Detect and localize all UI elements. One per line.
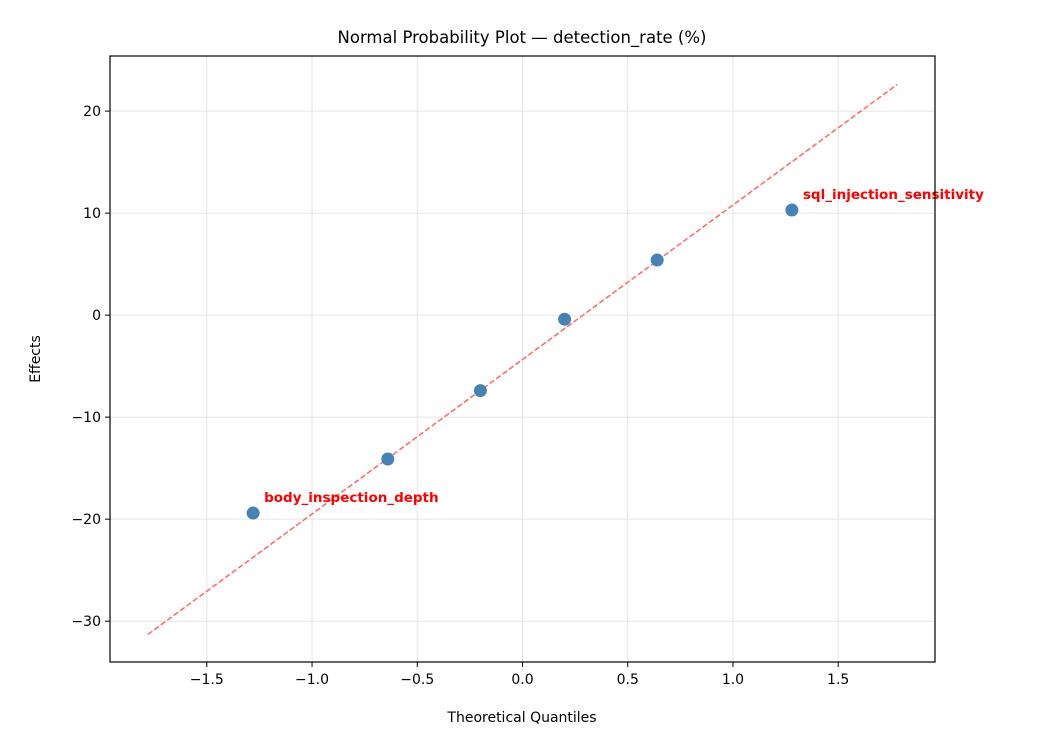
y-tick-label: 10 xyxy=(83,206,101,222)
x-tick-label: 1.5 xyxy=(827,672,849,688)
x-axis-label: Theoretical Quantiles xyxy=(446,710,596,726)
reference-line xyxy=(147,83,898,636)
x-tick-label: −0.5 xyxy=(400,672,434,688)
y-tick-label: −20 xyxy=(71,512,101,528)
x-tick-label: −1.5 xyxy=(190,672,224,688)
y-tick-label: −10 xyxy=(71,410,101,426)
y-axis-label: Effects xyxy=(28,335,44,383)
point-annotation: sql_injection_sensitivity xyxy=(803,187,984,203)
x-tick-label: 1.0 xyxy=(722,672,744,688)
x-tick-label: 0.0 xyxy=(511,672,533,688)
data-point xyxy=(473,384,487,398)
y-tick-label: −30 xyxy=(71,614,101,630)
data-point xyxy=(246,506,260,520)
data-point xyxy=(650,253,664,267)
data-point xyxy=(381,452,395,466)
data-point xyxy=(785,203,799,217)
chart-title: Normal Probability Plot — detection_rate… xyxy=(338,28,707,48)
x-tick-label: 0.5 xyxy=(617,672,639,688)
data-point xyxy=(558,312,572,326)
x-tick-label: −1.0 xyxy=(295,672,329,688)
y-tick-label: 0 xyxy=(92,308,101,324)
y-tick-label: 20 xyxy=(83,104,101,120)
point-annotation: body_inspection_depth xyxy=(264,490,439,506)
